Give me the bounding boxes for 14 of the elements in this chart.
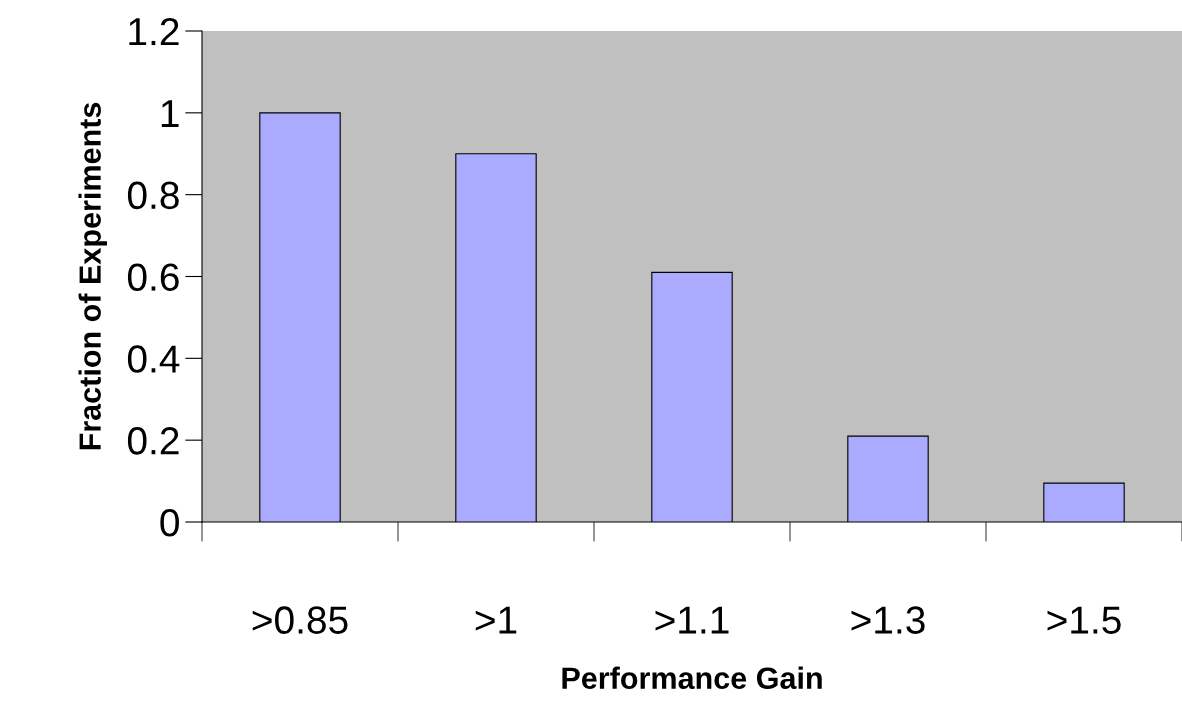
y-tick-label: 1.2: [129, 17, 179, 46]
y-tick-label: 0: [160, 508, 179, 537]
x-tick-label: >1: [475, 606, 517, 634]
y-axis-title: Fraction of Experiments: [78, 102, 107, 450]
y-tick-label: 0.8: [127, 181, 179, 210]
y-tick-label: 0.2: [127, 427, 179, 455]
y-tick-label: 0.4: [127, 345, 180, 373]
x-tick-label: >1.1: [655, 606, 729, 634]
y-tick-label: 0.6: [127, 263, 179, 291]
x-tick-label: >0.85: [252, 606, 348, 634]
y-tick-label: 1: [161, 100, 179, 127]
x-tick-label: >1.5: [1047, 606, 1121, 634]
x-axis-title: Performance Gain: [562, 666, 822, 690]
x-tick-label: >1.3: [851, 606, 925, 634]
